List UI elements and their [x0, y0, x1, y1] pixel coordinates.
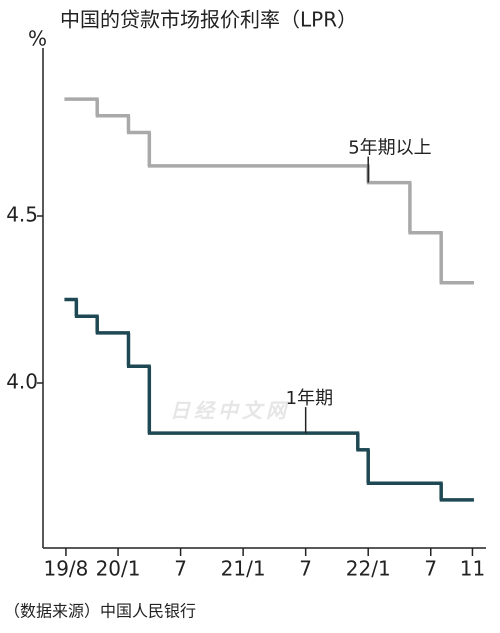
watermark: 日经中文网	[170, 399, 290, 423]
x-tick-label: 7	[424, 557, 437, 581]
series-label: 1年期	[286, 388, 333, 409]
y-tick-label: 4.0	[6, 370, 38, 394]
x-tick-label: 21/1	[221, 557, 266, 581]
x-tick-label: 20/1	[96, 557, 141, 581]
x-tick-label: 19/8	[43, 557, 88, 581]
series-label: 5年期以上	[348, 138, 431, 159]
chart-title: 中国的贷款市场报价利率（LPR）	[60, 8, 357, 32]
x-tick-label: 7	[299, 557, 312, 581]
x-tick-label: 7	[174, 557, 187, 581]
x-tick-label: 22/1	[346, 557, 391, 581]
source: （数据来源）中国人民银行	[4, 602, 196, 621]
x-tick-label: 11	[460, 557, 485, 581]
y-unit: %	[28, 27, 47, 51]
y-tick-label: 4.5	[6, 203, 38, 227]
